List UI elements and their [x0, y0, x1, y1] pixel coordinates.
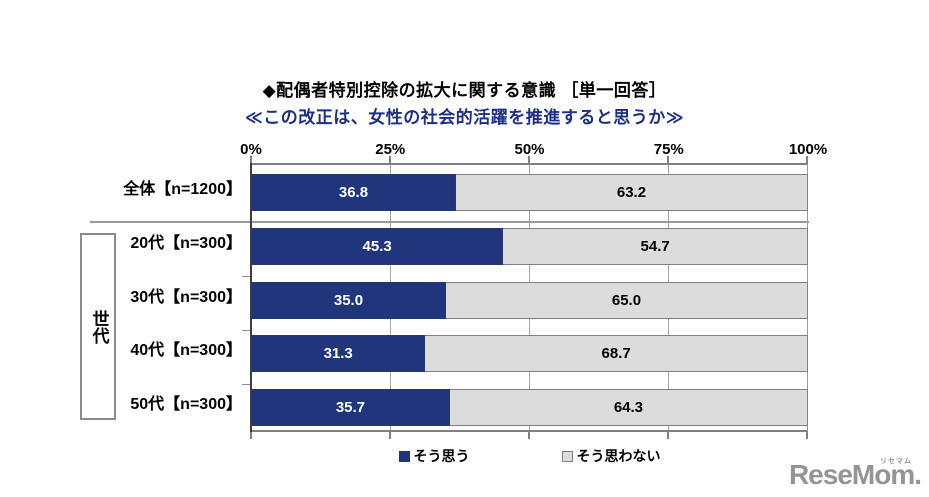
category-label: 全体【n=1200】	[123, 181, 242, 198]
legend: そう思う そう思わない	[251, 446, 808, 466]
stacked-bar: 36.8 63.2	[251, 174, 808, 211]
axis-tick-bottom	[389, 432, 391, 439]
axis-tick-bottom	[667, 432, 669, 439]
x-tick-label-100: 100%	[788, 141, 828, 158]
stacked-bar: 35.7 64.3	[251, 389, 808, 427]
bar-segment-agree: 36.8	[251, 174, 456, 211]
bar-segment-disagree: 63.2	[455, 174, 808, 211]
stacked-bar: 31.3 68.7	[251, 335, 808, 373]
resemom-logo-ruby: リセマム	[880, 458, 912, 465]
legend-item-disagree: そう思わない	[561, 446, 661, 466]
bar-segment-agree: 35.7	[251, 389, 450, 427]
x-tick-label-25: 25%	[375, 141, 406, 158]
legend-swatch-agree-icon	[398, 450, 410, 462]
category-tick	[242, 276, 251, 277]
x-tick-label-75: 75%	[653, 141, 684, 158]
generation-group-label: 世代	[89, 309, 109, 344]
axis-tick-top	[667, 156, 669, 163]
axis-tick-bottom	[806, 432, 808, 439]
x-tick-label-0: 0%	[240, 141, 262, 158]
bar-segment-disagree: 65.0	[445, 281, 808, 319]
axis-tick-top	[806, 156, 808, 163]
bar-row: 30代【n=300】 35.0 65.0	[120, 271, 808, 325]
bar-row: 20代【n=300】 45.3 54.7	[120, 217, 808, 271]
axis-tick-top	[250, 156, 252, 163]
bar-row: 40代【n=300】 31.3 68.7	[120, 324, 808, 378]
stacked-bar: 45.3 54.7	[251, 227, 808, 265]
category-label: 30代【n=300】	[130, 288, 242, 306]
axis-tick-bottom	[528, 432, 530, 439]
bar-value: 35.0	[333, 291, 364, 309]
chart-title: ◆配偶者特別控除の拡大に関する意識 ［単一回答］	[262, 81, 667, 100]
bar-rows: 全体【n=1200】 36.8 63.2 20代【n=300】 45.3 54.…	[120, 163, 808, 432]
bar-segment-agree: 31.3	[251, 335, 426, 373]
bar-row: 50代【n=300】 35.7 64.3	[120, 378, 808, 432]
resemom-logo-text: ReseMom.	[788, 459, 922, 490]
generation-group-box: 世代	[80, 233, 116, 420]
bar-value: 68.7	[601, 345, 631, 363]
bar-segment-disagree: 64.3	[449, 389, 808, 427]
bar-value: 36.8	[338, 184, 369, 201]
legend-item-agree: そう思う	[398, 446, 470, 466]
bar-row: 全体【n=1200】 36.8 63.2	[120, 163, 808, 217]
category-tick	[242, 384, 251, 385]
legend-label-agree: そう思う	[413, 448, 470, 464]
stacked-bar: 35.0 65.0	[251, 281, 808, 319]
bar-segment-agree: 45.3	[251, 227, 504, 265]
resemom-logo: リセマム ReseMom.	[788, 458, 922, 490]
category-axis-line	[250, 163, 252, 432]
bar-value: 31.3	[323, 345, 353, 363]
bar-value: 63.2	[616, 184, 647, 201]
legend-label-disagree: そう思わない	[576, 448, 661, 464]
bar-value: 45.3	[362, 237, 392, 255]
total-group-separator-line	[90, 221, 809, 223]
chart-subtitle: ≪この改正は、女性の社会的活躍を推進すると思うか≫	[244, 108, 685, 127]
x-tick-label-50: 50%	[514, 141, 545, 158]
axis-tick-top	[528, 156, 530, 163]
x-axis-tick-labels: 0% 25% 50% 75% 100%	[240, 141, 827, 161]
bar-value: 54.7	[640, 237, 670, 255]
axis-tick-top	[389, 156, 391, 163]
category-label: 40代【n=300】	[130, 342, 242, 360]
bar-segment-agree: 35.0	[251, 281, 446, 319]
bar-value: 65.0	[611, 291, 642, 309]
bar-segment-disagree: 68.7	[425, 335, 808, 373]
bar-segment-disagree: 54.7	[503, 227, 808, 265]
category-label: 50代【n=300】	[130, 396, 242, 414]
bar-value: 64.3	[613, 399, 644, 417]
category-tick	[242, 330, 251, 331]
axis-tick-bottom	[250, 432, 252, 439]
bar-value: 35.7	[335, 399, 366, 417]
legend-swatch-disagree-icon	[561, 450, 573, 462]
category-label: 20代【n=300】	[130, 234, 242, 252]
